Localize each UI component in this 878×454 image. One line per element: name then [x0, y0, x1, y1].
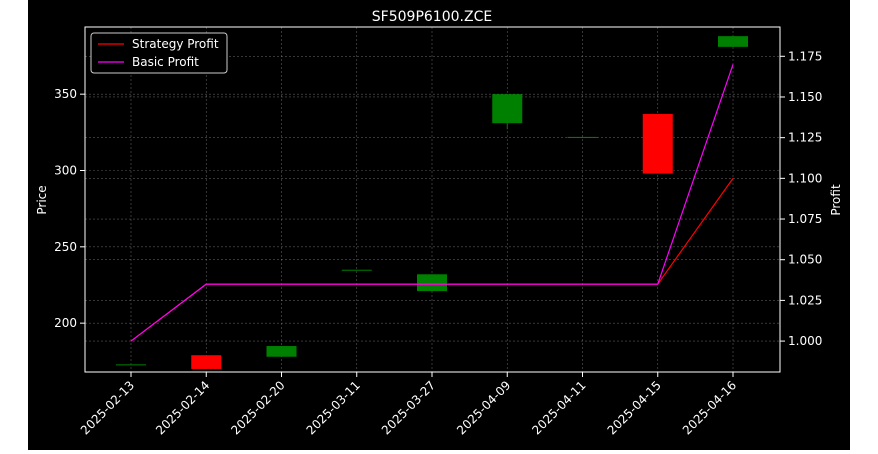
- y-tick-label-right: 1.175: [788, 49, 822, 63]
- candle-body: [191, 355, 222, 369]
- series-line-basic-profit: [130, 64, 734, 342]
- y-tick-label-left: 350: [54, 87, 77, 101]
- legend-box: [90, 32, 228, 74]
- candle-body: [718, 36, 748, 47]
- y-tick-label-right: 1.000: [788, 334, 822, 348]
- y-tick-label-left: 200: [54, 316, 77, 330]
- candle-body: [567, 136, 598, 138]
- y-axis-right: 1.000 1.025 1.050 1.075 1.100 1.125 1.150 1.175: [780, 49, 822, 348]
- y-tick-label-right: 1.150: [788, 90, 822, 104]
- y-tick-label-right: 1.075: [788, 212, 822, 226]
- candle-body: [266, 346, 297, 357]
- y-tick-label-right: 1.100: [788, 171, 822, 185]
- candles: [116, 36, 748, 369]
- legend-label-basic-profit: Basic Profit: [132, 55, 199, 69]
- candle-body: [341, 269, 372, 271]
- y-axis-left: 200 250 300 350: [54, 87, 85, 330]
- candle-body: [116, 364, 146, 366]
- candle-body: [417, 274, 447, 292]
- candle-body: [492, 94, 523, 124]
- y-tick-label-right: 1.125: [788, 131, 822, 145]
- grid: [85, 27, 780, 372]
- legend: Strategy Profit Basic Profit: [90, 32, 228, 74]
- y-tick-label-left: 250: [54, 240, 77, 254]
- figure-background: [28, 0, 850, 450]
- chart-title: SF509P6100.ZCE: [372, 9, 492, 25]
- profit-lines: [130, 64, 734, 342]
- y-axis-label-left: Price: [35, 185, 49, 214]
- y-axis-label-right: Profit: [829, 184, 843, 216]
- y-tick-label-right: 1.025: [788, 293, 822, 307]
- y-tick-label-right: 1.050: [788, 253, 822, 267]
- candle-body: [642, 114, 673, 174]
- legend-label-strategy-profit: Strategy Profit: [132, 37, 219, 51]
- y-tick-label-left: 300: [54, 163, 77, 177]
